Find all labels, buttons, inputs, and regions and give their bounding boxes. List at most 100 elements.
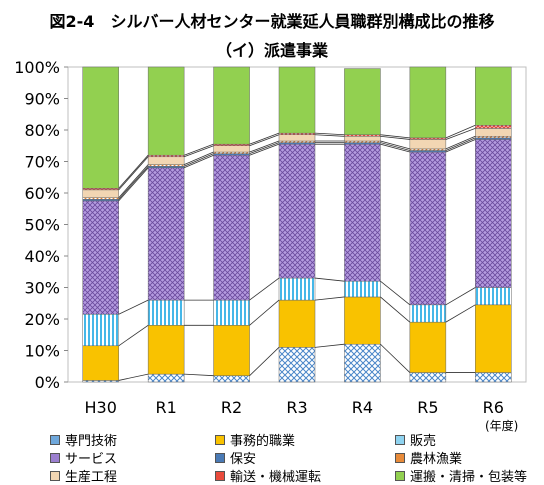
chart-subtitle: （イ）派遣事業 (215, 41, 328, 60)
bar-segment (278, 277, 316, 301)
bar-segment (278, 299, 316, 348)
series-connector-line (118, 156, 149, 191)
legend-item: 販売 (395, 430, 436, 449)
series-connector-line (249, 299, 280, 326)
bar-segment (147, 299, 185, 326)
y-tick-label: 80% (24, 121, 60, 140)
bar-segment (475, 125, 512, 129)
bar-segment (475, 139, 512, 288)
legend-label: 運搬・清掃・包装等 (410, 470, 528, 485)
y-tick-label: 100% (14, 58, 60, 77)
bar-segment (344, 136, 381, 142)
y-tick-label: 10% (24, 342, 60, 361)
series-connector-line (118, 299, 149, 315)
series-connector-line (118, 165, 149, 200)
series-connector-line (445, 135, 476, 150)
legend-label: 保安 (230, 452, 257, 467)
legend-swatch (215, 434, 225, 445)
y-tick-label: 90% (24, 90, 60, 109)
bar-segment (147, 167, 185, 301)
series-connector-line (445, 139, 476, 153)
legend-swatch (50, 452, 60, 463)
series-connector-line (380, 296, 411, 323)
y-tick-label: 30% (24, 279, 60, 298)
legend-swatch (395, 434, 405, 445)
series-connector-line (380, 142, 410, 151)
bar-segment (147, 373, 185, 383)
series-connector-line (445, 287, 476, 306)
series-connector-line (445, 128, 476, 140)
bar-segment (278, 66, 316, 134)
legend-swatch (215, 452, 225, 463)
series-connector-line (380, 343, 411, 373)
bar-segment (409, 321, 447, 373)
bar-segment (344, 296, 381, 345)
bar-segment (475, 128, 512, 137)
legend-label: 農林漁業 (410, 452, 463, 467)
series-connector-line (184, 145, 214, 158)
x-tick-label: R2 (221, 398, 242, 417)
legend-item: 専門技術 (50, 430, 117, 449)
series-connector-line (314, 296, 345, 301)
series-connector-line (445, 304, 476, 323)
series-connector-line (380, 135, 410, 140)
legend-item: 輸送・機械運転 (215, 466, 321, 485)
legend-label: 輸送・機械運転 (230, 470, 322, 485)
series-connector-line (314, 277, 345, 282)
y-tick-label: 20% (24, 310, 60, 329)
series-connector-line (380, 143, 410, 153)
bar-segment (82, 345, 119, 381)
bar-segment (82, 314, 119, 347)
series-connector-line (118, 324, 149, 347)
bar-segment (344, 68, 381, 135)
legend-swatch (50, 434, 60, 445)
legend-label: 販売 (410, 434, 437, 449)
series-connector-line (314, 343, 345, 348)
x-tick-label: R1 (155, 398, 176, 417)
series-connector-line (314, 132, 345, 136)
chart-title: 図2-4 シルバー人材センター就業延人員職群別構成比の推移 (49, 12, 495, 31)
legend-label: 生産工程 (65, 470, 118, 485)
stacked-bar-chart: 0% 10% 20% 30% 40% 50% 60% 70% 80% 90% 100% H30 R1 R2… (14, 58, 527, 417)
bar-segment (213, 145, 250, 153)
series-connector-line (184, 373, 214, 377)
series-connector-line (118, 373, 149, 381)
series-connector-line (249, 140, 280, 153)
series-connector-line (118, 154, 149, 189)
series-connector-line (445, 137, 476, 151)
legend-swatch (215, 470, 225, 481)
series-connector-line (249, 277, 280, 301)
legend-item: 農林漁業 (395, 448, 462, 467)
legend-item: 保安 (215, 448, 256, 467)
x-tick-label: R3 (286, 398, 307, 417)
bar-segment (213, 375, 250, 383)
bar-segment (278, 143, 316, 279)
y-tick-label: 0% (35, 373, 60, 392)
legend-item: 生産工程 (50, 466, 117, 485)
y-tick-label: 60% (24, 184, 60, 203)
bar-segment (213, 154, 250, 301)
series-connector-line (380, 280, 411, 306)
legend-item: 事務的職業 (215, 430, 295, 449)
bar-segment (147, 156, 185, 165)
y-tick-label: 50% (24, 216, 60, 235)
series-connector-line (118, 164, 149, 198)
legend-item: 運搬・清掃・包装等 (395, 466, 527, 485)
bar-segment (344, 343, 381, 383)
bar-segment (213, 325, 250, 376)
series-connector-line (249, 132, 280, 145)
bar-segment (409, 139, 447, 150)
x-tick-label: H30 (85, 398, 117, 417)
bar-segment (409, 372, 447, 383)
series-connector-line (183, 153, 214, 167)
legend-label: サービス (65, 452, 118, 467)
bar-segment (475, 304, 512, 373)
bar-segment (475, 287, 512, 306)
legend-swatch (395, 470, 405, 481)
bar-segment (278, 134, 316, 142)
x-tick-label: R5 (417, 398, 438, 417)
x-tick-label: R4 (352, 398, 373, 417)
x-tick-label: R6 (483, 398, 504, 417)
y-tick-label: 70% (24, 153, 60, 172)
y-tick-label: 40% (24, 247, 60, 266)
